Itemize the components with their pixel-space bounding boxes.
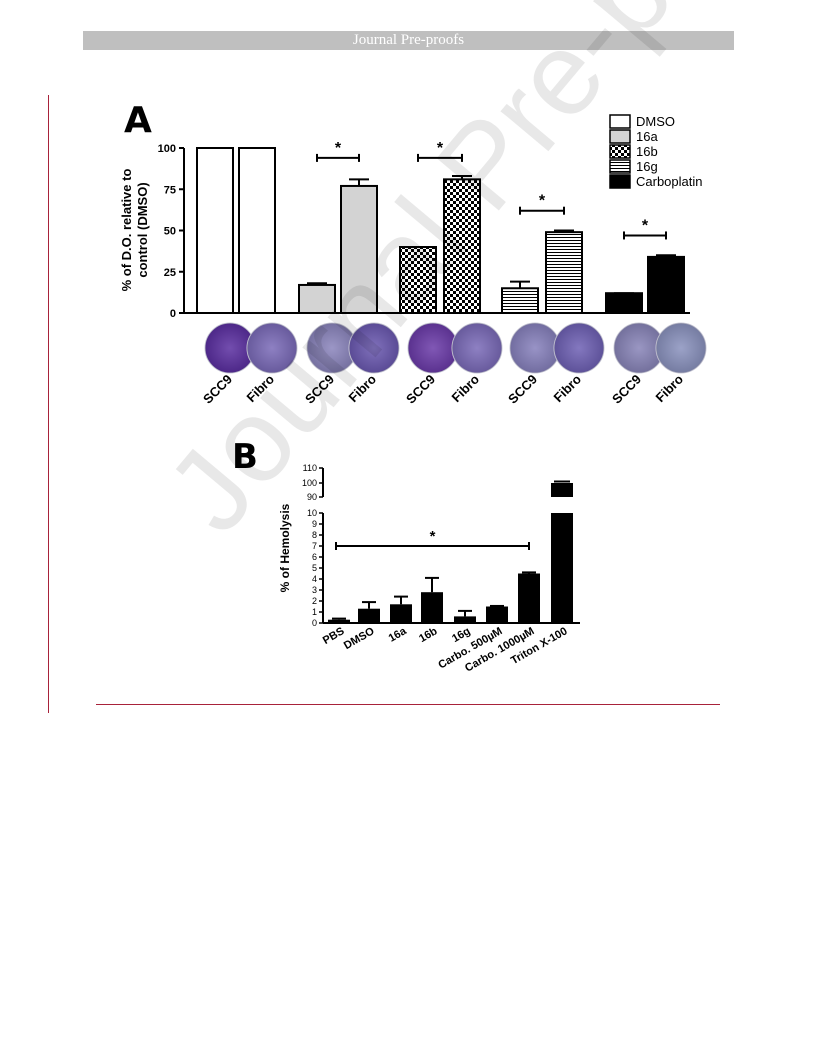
panel-b-y-axis-label: % of Hemolysis (278, 503, 292, 592)
panel-b-y-tick-label: 7 (312, 541, 317, 551)
left-margin-rule (48, 95, 49, 713)
panel-a-legend-swatch (609, 144, 631, 159)
panel-a-legend-swatch (609, 114, 631, 129)
panel-b-bar (486, 606, 508, 623)
panel-a-y-tick-label: 50 (164, 226, 176, 238)
panel-b-x-tick-label: 16a (387, 625, 410, 645)
panel-b-y-tick-label: 10 (307, 508, 317, 518)
panel-a-x-tick-label: SCC9 (302, 372, 337, 407)
panel-a-legend-label: DMSO (636, 114, 675, 129)
panel-a-x-tick-label: Fibro (449, 371, 483, 405)
panel-a-significance-star: * (335, 140, 342, 157)
panel-a-bar (340, 184, 378, 314)
panel-a-significance: * * * * (316, 140, 667, 240)
panel-b-bars (328, 480, 573, 623)
panel-a-y-axis-label-line2: control (DMSO) (135, 182, 150, 277)
panel-b-y-tick-label: 3 (312, 585, 317, 595)
panel-a-bar (545, 231, 583, 314)
panel-b-y-tick-label: 4 (312, 574, 317, 584)
panel-b-bar (358, 608, 380, 623)
panel-a-x-tick-labels: SCC9 Fibro SCC9 Fibro SCC9 Fibro SCC9 Fibro SCC9… (200, 371, 686, 406)
panel-a-significance-star: * (437, 140, 444, 157)
panel-b-y-tick-label: 6 (312, 552, 317, 562)
panel-a-legend-label: Carboplatin (636, 174, 703, 189)
panel-a-y-axis-label-line1: % of D.O. relative to (119, 169, 134, 292)
panel-b-y-tick-label: 110 (303, 463, 317, 473)
panel-a-bar (196, 147, 234, 314)
panel-a-bar (605, 292, 643, 315)
panel-a-legend-label: 16b (636, 144, 658, 159)
panel-a-well-shade (307, 323, 357, 373)
panel-a-well-shade (656, 323, 706, 373)
panel-a-legend-swatch (609, 129, 631, 144)
panel-b-y-tick-label: 100 (302, 478, 317, 488)
panel-b-y-tick-label: 8 (312, 530, 317, 540)
panel-a-bars (196, 147, 685, 315)
panel-b-letter: B (232, 437, 258, 477)
panel-a-legend-label: 16g (636, 159, 658, 174)
panel-a-legend-swatch (609, 174, 631, 189)
panel-a-well-shade (452, 323, 502, 373)
panel-a-y-tick-label: 0 (170, 308, 176, 320)
panel-a-well-images (204, 322, 707, 374)
panel-a-x-tick-label: SCC9 (609, 372, 644, 407)
panel-b-bar-upper (551, 483, 573, 497)
panel-a-bar (399, 246, 437, 314)
panel-a-bar (443, 178, 481, 314)
panel-a-x-tick-label: Fibro (244, 371, 278, 405)
panel-b-bar (518, 573, 540, 623)
journal-banner: Journal Pre-proofs (83, 31, 734, 50)
panel-b-y-tick-label: 90 (307, 492, 317, 502)
panel-a-significance-star: * (642, 217, 649, 234)
panel-a-bar (298, 283, 336, 315)
panel-b-y-tick-label: 9 (312, 519, 317, 529)
panel-a-well-shade (614, 323, 664, 373)
panel-b-bar (421, 592, 443, 623)
panel-a-y-tick-label: 100 (158, 143, 176, 155)
panel-a-well-shade (205, 323, 255, 373)
panel-a-legend-label: 16a (636, 129, 658, 144)
panel-a-y-tick-label: 75 (164, 184, 176, 196)
panel-b-bar (454, 616, 476, 623)
panel-a-well-shade (408, 323, 458, 373)
panel-a-x-tick-label: Fibro (653, 371, 687, 405)
panel-b-y-tick-label: 5 (312, 563, 317, 573)
panel-a-letter: A (124, 100, 152, 141)
panel-b-y-tick-label: 1 (312, 607, 317, 617)
panel-b-y-tick-label: 2 (312, 596, 317, 606)
panel-b-x-tick-label: 16b (417, 625, 440, 645)
panel-a-bar (238, 147, 276, 314)
panel-a-well-shade (554, 323, 604, 373)
panel-a-y-tick-label: 25 (164, 267, 176, 279)
panel-a-x-tick-label: Fibro (346, 371, 380, 405)
panel-a-legend-swatch (609, 159, 631, 174)
panel-a-bar (647, 255, 685, 314)
panel-b-significance: * (335, 528, 530, 550)
panel-a-x-tick-label: SCC9 (505, 372, 540, 407)
panel-a-x-tick-label: SCC9 (403, 372, 438, 407)
panel-a-x-tick-label: Fibro (551, 371, 585, 405)
panel-a-bar (501, 287, 539, 314)
panel-a-y-axis-label: % of D.O. relative to control (DMSO) (119, 169, 150, 292)
panel-b-y-tick-label: 0 (312, 618, 317, 628)
panel-b-bar (390, 604, 412, 623)
panel-a-well-shade (349, 323, 399, 373)
bottom-rule (96, 704, 720, 705)
panel-b-bar (328, 619, 350, 623)
panel-a-x-tick-label: SCC9 (200, 372, 235, 407)
panel-a-significance-star: * (539, 193, 546, 210)
panel-a-well-shade (510, 323, 560, 373)
panel-a-well-shade (247, 323, 297, 373)
panel-b-bar (551, 513, 573, 623)
panel-b-significance-star: * (430, 528, 436, 545)
panel-b-x-tick-label: DMSO (342, 625, 377, 652)
